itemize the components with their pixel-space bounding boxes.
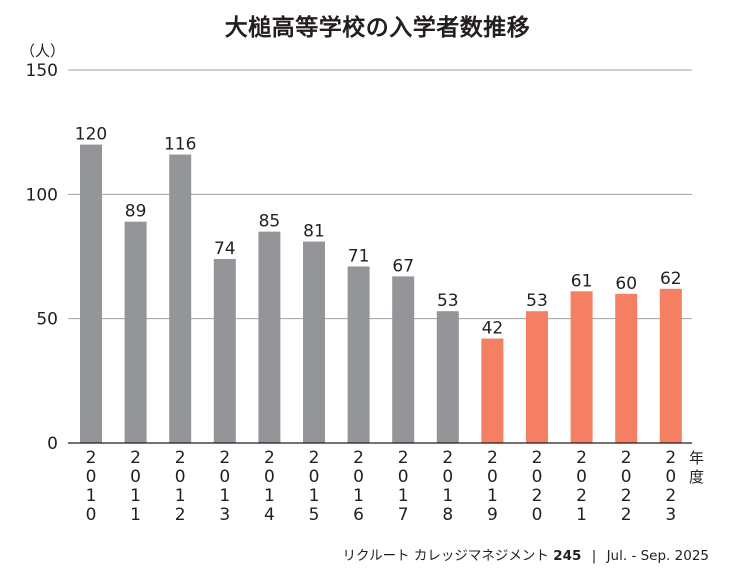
bar [615, 293, 638, 443]
chart-title: 大槌高等学校の入学者数推移 [224, 15, 531, 41]
bar [213, 258, 236, 443]
y-tick-label: 0 [47, 434, 58, 454]
y-tick-label: 50 [36, 310, 58, 330]
bar [303, 241, 325, 443]
data-label: 89 [125, 202, 147, 222]
publication-name: リクルート カレッジマネジメント [342, 548, 549, 564]
x-axis-label: 年度 [689, 449, 704, 486]
y-tick-label: 150 [26, 61, 58, 81]
bar [80, 144, 102, 443]
data-label: 120 [75, 125, 107, 145]
bar [481, 338, 504, 443]
data-label: 71 [348, 246, 370, 266]
grid-lines [68, 69, 692, 320]
data-label: 116 [164, 135, 196, 155]
data-label: 53 [437, 291, 459, 311]
data-label: 42 [482, 319, 504, 339]
y-tick-label: 100 [26, 185, 58, 205]
data-label: 61 [571, 271, 593, 291]
x-tick-labels: 2 0 1 0 2 0 1 1 2 0 1 2 2 0 1 3 2 0 1 4 2 0 1 5 2 0 1 6 2 0 1 7 2 0 1 8 2 0 1 9… [86, 448, 677, 525]
bar [570, 291, 593, 443]
data-label: 81 [303, 222, 325, 242]
data-labels: 120 89 116 74 85 81 71 67 53 42 53 61 60 62 [75, 125, 682, 339]
bar [124, 221, 147, 443]
data-label: 62 [660, 269, 682, 289]
data-label: 85 [259, 212, 281, 232]
bar [169, 154, 192, 443]
bar [436, 311, 459, 443]
bar [347, 266, 370, 443]
footer-credit: リクルート カレッジマネジメント 245 | Jul. - Sep. 2025 [343, 544, 709, 564]
bar [659, 288, 682, 443]
issue-number: 245 [553, 548, 582, 564]
data-label: 74 [214, 239, 236, 259]
footer-divider: | [591, 548, 597, 564]
bar [392, 276, 415, 443]
data-label: 67 [392, 256, 414, 276]
issue-date: Jul. - Sep. 2025 [606, 548, 709, 564]
y-axis-label: （人） [20, 42, 65, 60]
bar [258, 231, 281, 443]
bar [526, 311, 548, 443]
bars [80, 144, 682, 443]
y-tick-labels: 0 50 100 150 [26, 61, 58, 454]
data-label: 53 [526, 291, 548, 311]
data-label: 60 [615, 274, 637, 294]
